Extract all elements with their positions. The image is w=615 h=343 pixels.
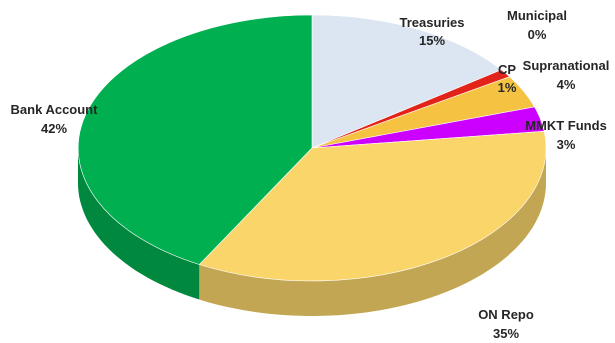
pie-side-bank-account [78, 148, 200, 300]
pie-slice-bank-account [77, 14, 313, 265]
slice-name: MMKT Funds [525, 118, 607, 133]
pie-side-walls [78, 148, 547, 316]
slice-value-label: 1% [498, 80, 517, 95]
slice-label-treasuries: Treasuries 15% [399, 15, 464, 48]
slice-label-on-repo: ON Repo 35% [478, 307, 534, 341]
slice-label-municipal: Municipal 0% [507, 8, 567, 42]
slice-name: Supranational [523, 58, 610, 73]
slice-name: Bank Account [11, 102, 99, 117]
pie-slice-treasuries [311, 14, 502, 149]
slice-name: CP [498, 62, 516, 77]
slice-name: Municipal [507, 8, 567, 23]
slice-value-label: 0% [528, 27, 547, 42]
slice-label-supranational: Supranational 4% [523, 58, 610, 92]
slice-value-label: 3% [557, 137, 576, 152]
slice-label-mmkt-funds: MMKT Funds 3% [525, 118, 607, 152]
slice-value-label: 4% [557, 77, 576, 92]
slice-name: Treasuries [399, 15, 464, 30]
slice-value-label: 15% [419, 33, 445, 48]
slice-label-bank-account: Bank Account 42% [11, 102, 99, 136]
slice-label-cp: CP 1% [498, 62, 517, 95]
slice-value-label: 35% [493, 326, 519, 341]
slice-name: ON Repo [478, 307, 534, 322]
slice-value-label: 42% [41, 121, 67, 136]
pie-slice-on-repo [198, 130, 547, 282]
pie-side-on-repo [199, 148, 547, 316]
pie-top-faces [77, 14, 547, 282]
